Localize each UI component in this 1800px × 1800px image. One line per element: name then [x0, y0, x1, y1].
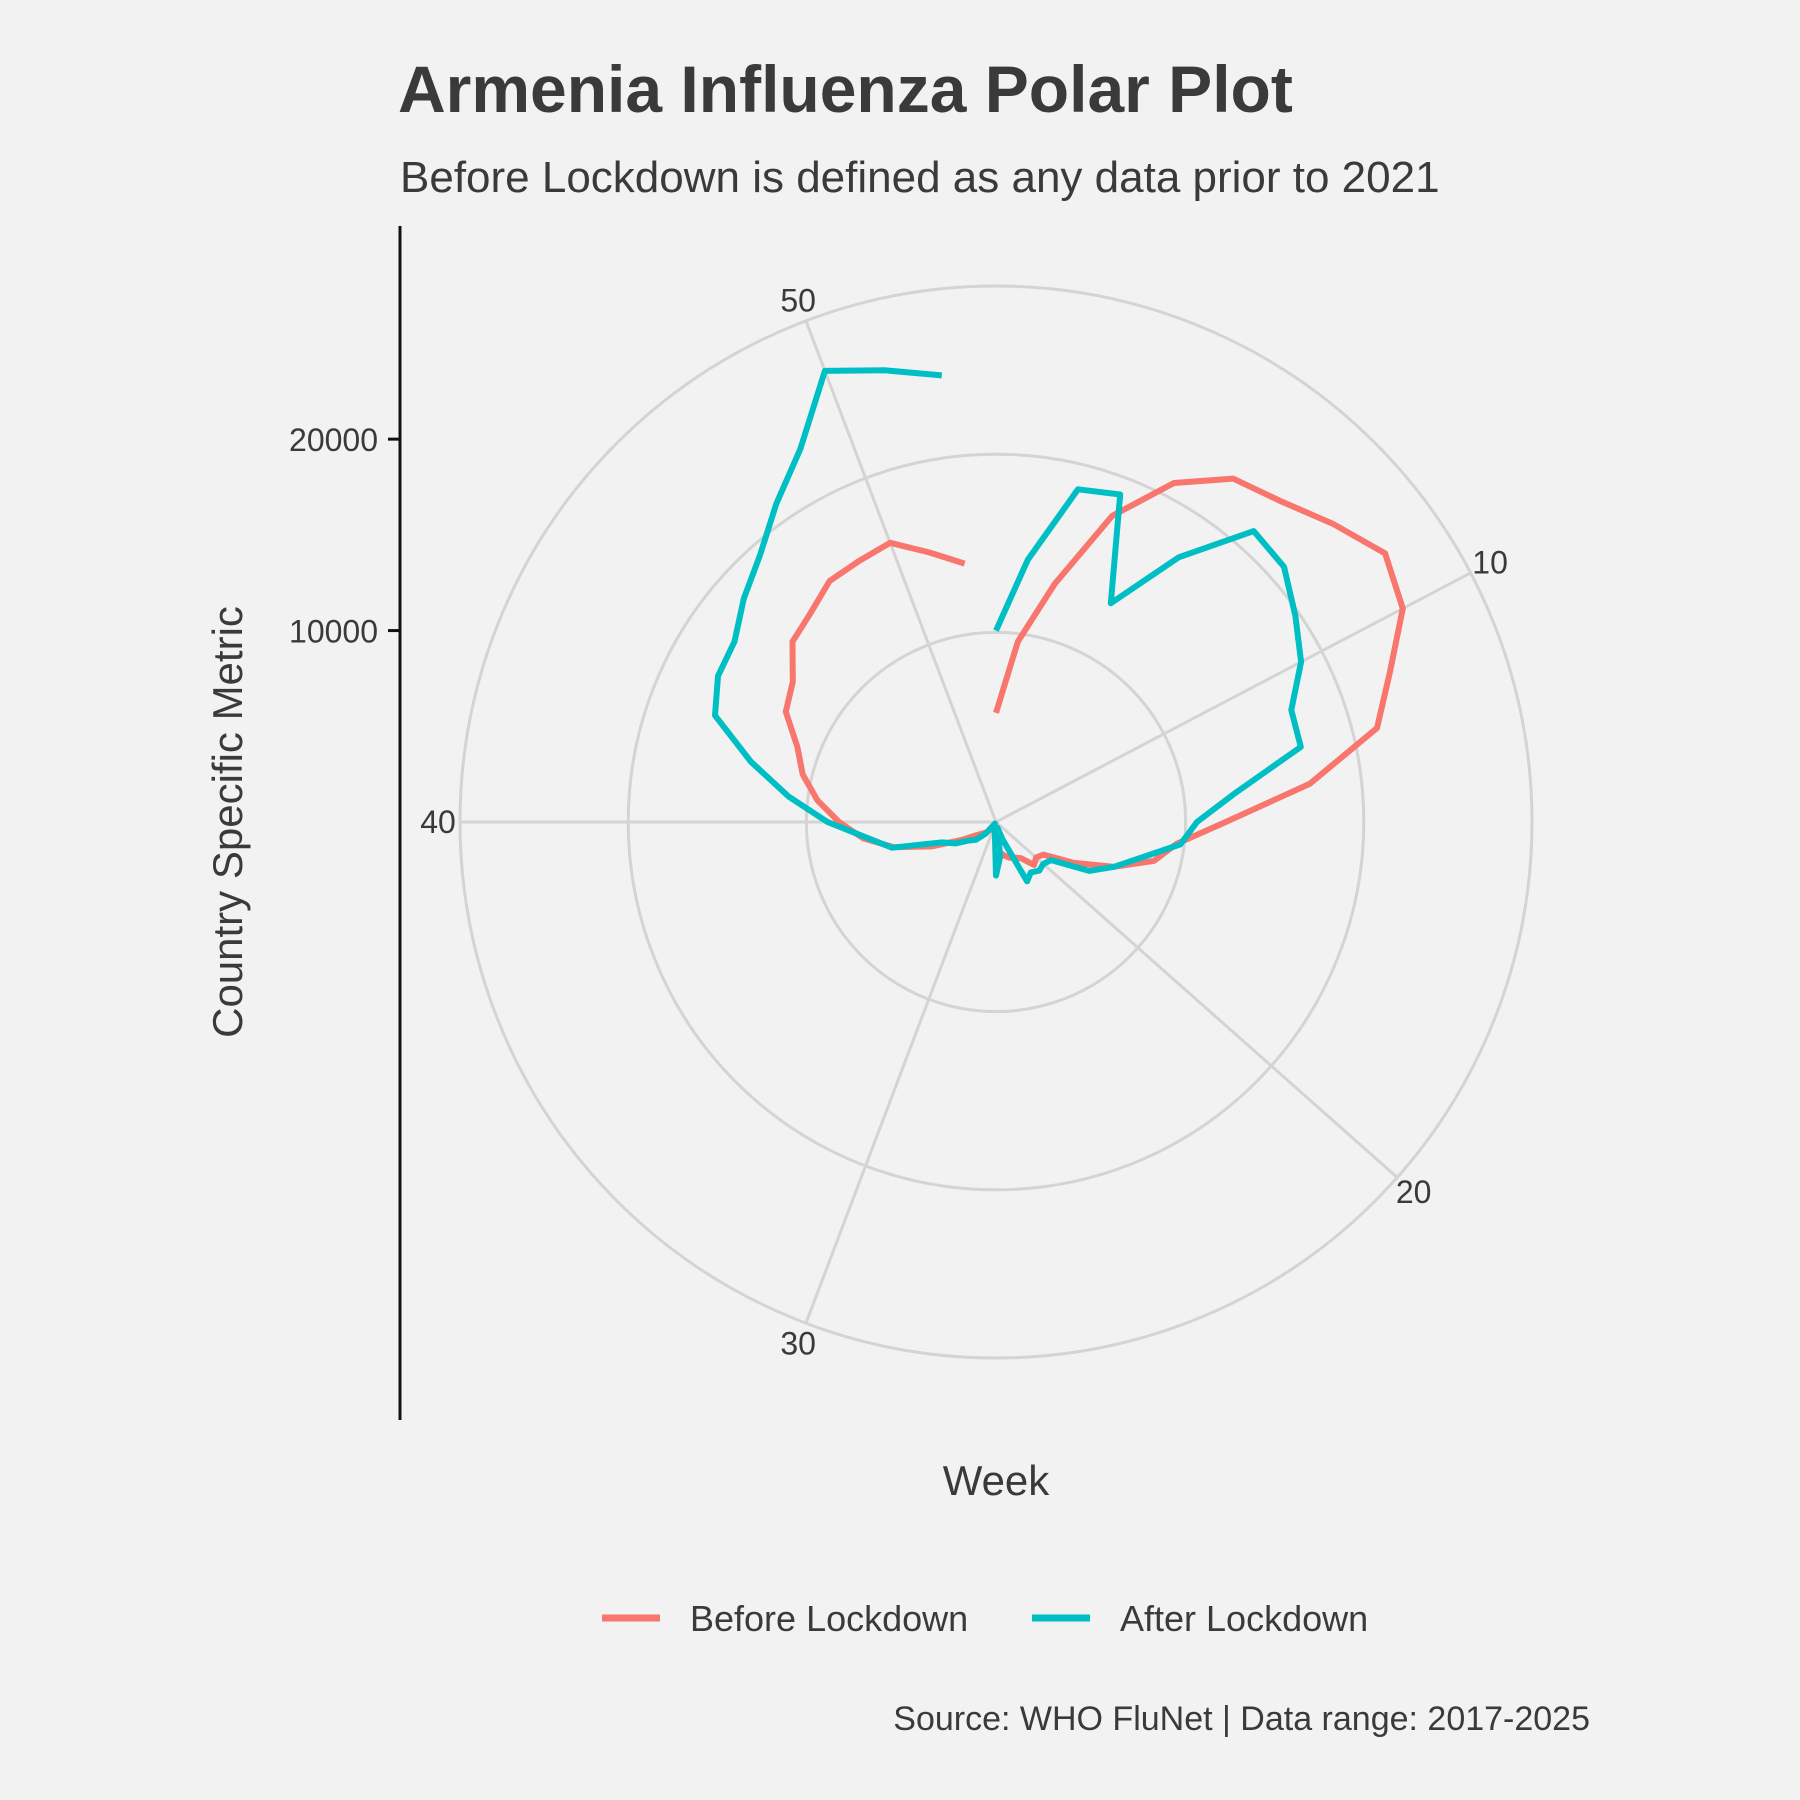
y-axis-title: Country Specific Metric — [204, 606, 251, 1038]
polar-grid — [458, 284, 1534, 1360]
x-tick-label-20: 20 — [1396, 1174, 1432, 1210]
x-tick-label-30: 30 — [780, 1326, 816, 1362]
x-tick-label-50: 50 — [780, 282, 816, 318]
x-axis-title: Week — [943, 1457, 1051, 1504]
chart-subtitle: Before Lockdown is defined as any data p… — [400, 153, 1440, 202]
x-tick-label-40: 40 — [420, 804, 456, 840]
x-tick-label-10: 10 — [1472, 545, 1508, 581]
spoke-week-30 — [804, 821, 998, 1324]
x-tick-labels: 10 20 30 40 50 — [420, 282, 1508, 1361]
legend-label-before-lockdown: Before Lockdown — [690, 1598, 968, 1639]
spoke-week-10 — [995, 571, 1472, 824]
y-tick-label-20000: 20000 — [289, 422, 378, 458]
legend-label-after-lockdown: After Lockdown — [1120, 1598, 1368, 1639]
spoke-week-20 — [995, 820, 1399, 1179]
y-tick-labels: 10000 20000 — [289, 422, 400, 650]
spoke-week-50 — [804, 320, 998, 823]
legend: Before Lockdown After Lockdown — [602, 1598, 1368, 1639]
chart-title: Armenia Influenza Polar Plot — [398, 52, 1293, 126]
series-layer — [712, 367, 1406, 885]
chart-caption: Source: WHO FluNet | Data range: 2017-20… — [893, 1700, 1590, 1738]
y-tick-label-10000: 10000 — [289, 614, 378, 650]
series-line-after-lockdown — [712, 367, 1305, 885]
